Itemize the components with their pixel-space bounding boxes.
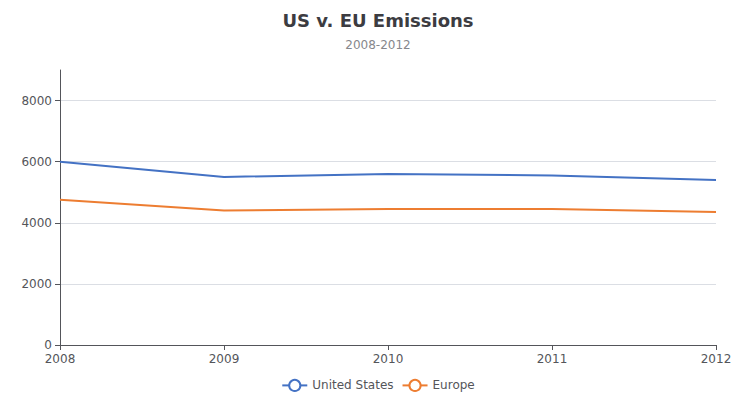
svg-text:2011: 2011	[537, 352, 568, 366]
svg-text:US v. EU Emissions: US v. EU Emissions	[282, 10, 473, 31]
svg-text:2009: 2009	[209, 352, 240, 366]
svg-text:2008-2012: 2008-2012	[345, 38, 410, 52]
svg-text:0: 0	[44, 338, 52, 352]
svg-text:United States: United States	[312, 378, 393, 392]
svg-text:4000: 4000	[21, 216, 52, 230]
svg-text:2010: 2010	[373, 352, 404, 366]
svg-text:2012: 2012	[701, 352, 732, 366]
svg-text:6000: 6000	[21, 155, 52, 169]
svg-text:2000: 2000	[21, 277, 52, 291]
svg-text:2008: 2008	[45, 352, 76, 366]
svg-text:Europe: Europe	[433, 378, 475, 392]
svg-text:8000: 8000	[21, 94, 52, 108]
